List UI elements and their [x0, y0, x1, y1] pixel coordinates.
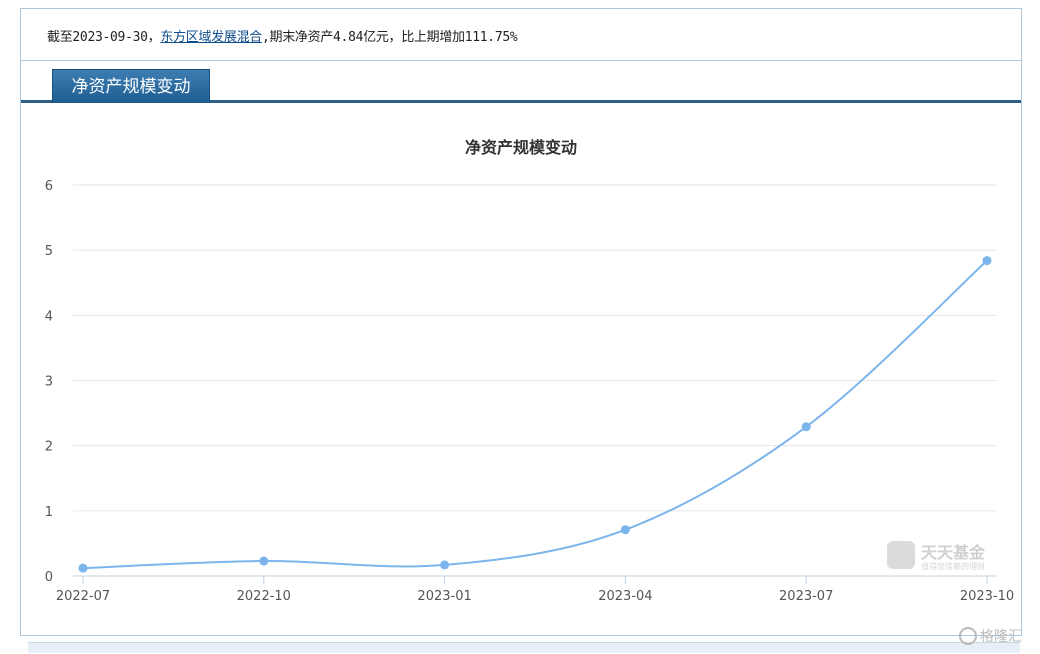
- x-tick-label: 2022-10: [237, 589, 291, 604]
- x-axis: 2022-07 2022-10 2023-01 2023-04 2023-07 2023-…: [56, 576, 1014, 604]
- y-tick-label: 2: [45, 440, 53, 455]
- x-tick-label: 2023-10: [960, 589, 1014, 604]
- fund-panel: 截至2023-09-30，东方区域发展混合,期末净资产4.84亿元，比上期增加1…: [20, 8, 1022, 636]
- x-tick-label: 2023-07: [779, 589, 833, 604]
- tab-bar: 净资产规模变动: [21, 61, 1021, 103]
- net-asset-chart: 0 1 2 3 4 5 6 2022-07 2022-10 2023-01 2023-04 2023…: [45, 138, 1014, 604]
- series-line: [82, 259, 988, 570]
- y-tick-label: 6: [45, 179, 53, 194]
- chart-area: 0 1 2 3 4 5 6 2022-07 2022-10 2023-01 2023-04 2023…: [21, 103, 1021, 637]
- data-point[interactable]: [620, 525, 630, 535]
- chart-title: 净资产规模变动: [465, 138, 577, 157]
- watermark-icon: [959, 627, 977, 645]
- series-points: [78, 256, 992, 573]
- grid-lines: [73, 184, 997, 577]
- watermark: 格隆汇: [958, 622, 1034, 654]
- y-tick-label: 4: [45, 309, 53, 324]
- y-tick-label: 5: [45, 244, 53, 259]
- data-point[interactable]: [440, 560, 450, 570]
- tab-net-asset-scale[interactable]: 净资产规模变动: [52, 69, 210, 103]
- data-point[interactable]: [259, 556, 269, 566]
- tiantian-fund-logo: 天天基金 值得您信赖的理财: [887, 541, 986, 571]
- x-tick-label: 2023-04: [598, 589, 652, 604]
- fund-name-link[interactable]: 东方区域发展混合: [160, 30, 262, 45]
- logo-name: 天天基金: [921, 543, 986, 562]
- summary-prefix: 截至2023-09-30，: [47, 30, 161, 45]
- watermark-text: 格隆汇: [980, 629, 1022, 645]
- y-tick-label: 1: [45, 505, 53, 520]
- data-point[interactable]: [78, 563, 88, 573]
- x-tick-label: 2023-01: [417, 589, 471, 604]
- y-tick-label: 0: [45, 570, 53, 585]
- summary-line: 截至2023-09-30，东方区域发展混合,期末净资产4.84亿元，比上期增加1…: [21, 9, 1021, 61]
- x-tick-label: 2022-07: [56, 589, 110, 604]
- y-tick-label: 3: [45, 375, 53, 390]
- y-axis-ticks: 0 1 2 3 4 5 6: [45, 179, 53, 585]
- logo-badge-icon: [887, 541, 915, 569]
- next-section-bar: [28, 642, 1020, 653]
- data-point[interactable]: [801, 422, 811, 432]
- logo-slogan: 值得您信赖的理财: [921, 561, 985, 571]
- data-point[interactable]: [982, 256, 992, 266]
- summary-suffix: ,期末净资产4.84亿元，比上期增加111.75%: [261, 30, 518, 45]
